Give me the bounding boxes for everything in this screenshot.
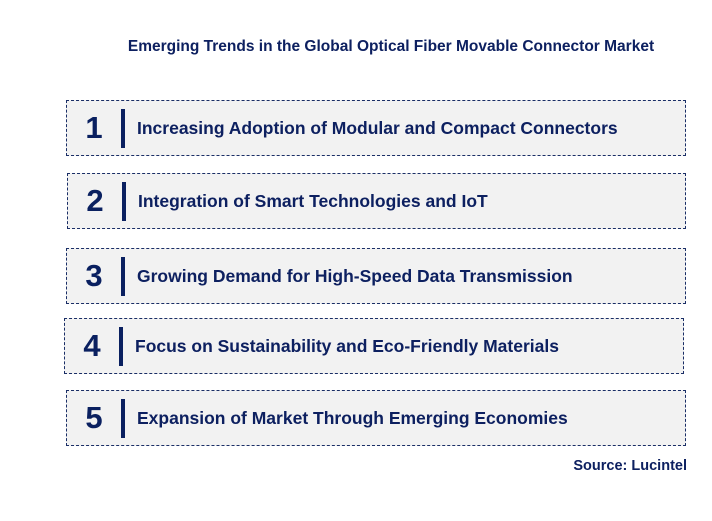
diagram-title: Emerging Trends in the Global Optical Fi…: [127, 38, 655, 55]
trend-number: 3: [85, 258, 103, 293]
trend-item-1: 1 Increasing Adoption of Modular and Com…: [66, 100, 686, 156]
divider-bar: [122, 182, 126, 221]
divider-bar: [121, 109, 125, 148]
divider-bar: [121, 399, 125, 438]
divider-bar: [119, 327, 123, 366]
source-note: Source: Lucintel: [573, 458, 687, 474]
trend-label: Expansion of Market Through Emerging Eco…: [137, 407, 568, 428]
trend-label: Increasing Adoption of Modular and Compa…: [137, 117, 618, 138]
trend-number: 2: [86, 183, 104, 218]
trend-item-4: 4 Focus on Sustainability and Eco-Friend…: [64, 318, 684, 374]
trend-label: Integration of Smart Technologies and Io…: [138, 190, 488, 211]
trend-number: 5: [85, 400, 103, 435]
trend-number: 1: [85, 110, 103, 145]
trend-item-2: 2 Integration of Smart Technologies and …: [67, 173, 686, 229]
trend-label: Growing Demand for High-Speed Data Trans…: [137, 265, 573, 286]
trend-number: 4: [83, 328, 101, 363]
trend-item-5: 5 Expansion of Market Through Emerging E…: [66, 390, 686, 446]
trend-item-3: 3 Growing Demand for High-Speed Data Tra…: [66, 248, 686, 304]
trend-label: Focus on Sustainability and Eco-Friendly…: [135, 335, 559, 356]
divider-bar: [121, 257, 125, 296]
